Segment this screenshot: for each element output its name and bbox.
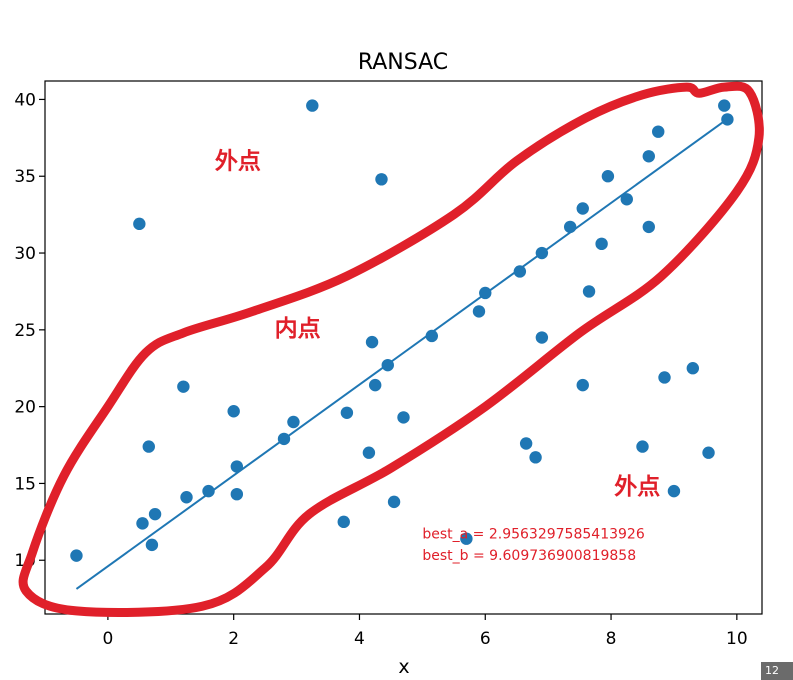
data-point [362,446,376,459]
y-tick-label: 30 [14,244,36,264]
data-point [479,286,492,300]
data-point [375,173,388,186]
fit-line [75,118,728,590]
plot-area-frame [44,80,763,615]
data-point [397,411,410,424]
annotation-parameter: best_b = 9.609736900819858 [422,548,636,564]
chart-title: RANSAC [358,50,448,75]
data-point [387,495,401,509]
data-point [702,446,715,459]
annotation-label: 外点 [215,148,261,175]
data-point [340,406,354,419]
fit-line-layer [75,118,728,590]
data-point [642,150,655,163]
data-point [535,331,549,344]
data-point [337,515,350,529]
page-number-badge: 12 [761,662,793,680]
data-point [365,335,379,349]
data-point [563,220,577,234]
x-axis-label: x [398,656,409,678]
data-point [230,460,244,473]
data-point [145,538,159,552]
data-point [230,487,244,501]
data-point [70,549,83,562]
data-point [306,99,319,112]
data-point [136,517,149,530]
data-point [636,440,649,453]
data-point [529,451,542,464]
y-tick-label: 40 [14,90,36,110]
data-point [595,237,608,251]
data-point [177,380,190,393]
x-axis: 0 2 4 6 8 10 [102,614,748,649]
data-point [460,532,473,545]
x-tick-label: 4 [354,629,365,649]
inlier-region-outline [18,81,764,617]
annotation-parameter: best_a = 2.9563297585413926 [422,527,644,543]
x-tick-label: 2 [228,629,239,649]
data-point [667,484,681,498]
points-layer [70,99,734,562]
annotation-label: 内点 [275,316,321,342]
data-point [148,507,162,521]
x-tick-label: 10 [726,629,748,649]
y-tick-label: 20 [14,398,36,418]
x-tick-label: 6 [480,629,491,649]
data-point [658,371,671,384]
x-tick-label: 0 [102,629,113,649]
data-point [601,170,615,183]
data-point [686,362,700,375]
data-point [287,415,300,429]
data-point [180,491,193,504]
data-point [425,329,439,343]
data-point [513,265,527,278]
data-point [620,193,633,206]
data-point [718,99,731,112]
annotation-label: 外点 [614,473,660,500]
data-point [381,358,394,372]
data-point [642,220,655,234]
data-point [227,405,240,418]
data-point [652,125,665,138]
data-point [142,440,155,453]
data-point [277,432,291,446]
data-point [576,202,589,215]
y-tick-label: 35 [14,167,36,187]
data-point [535,246,549,260]
data-point [133,217,146,231]
data-point [519,437,533,450]
y-tick-label: 25 [14,321,36,341]
inlier-region-layer [18,81,764,617]
data-point [202,484,215,498]
data-point [576,378,589,392]
data-point [721,113,734,126]
data-point [582,285,596,298]
y-tick-label: 15 [14,474,36,494]
data-point [368,378,382,392]
data-point [472,305,486,318]
x-tick-label: 8 [606,629,617,649]
